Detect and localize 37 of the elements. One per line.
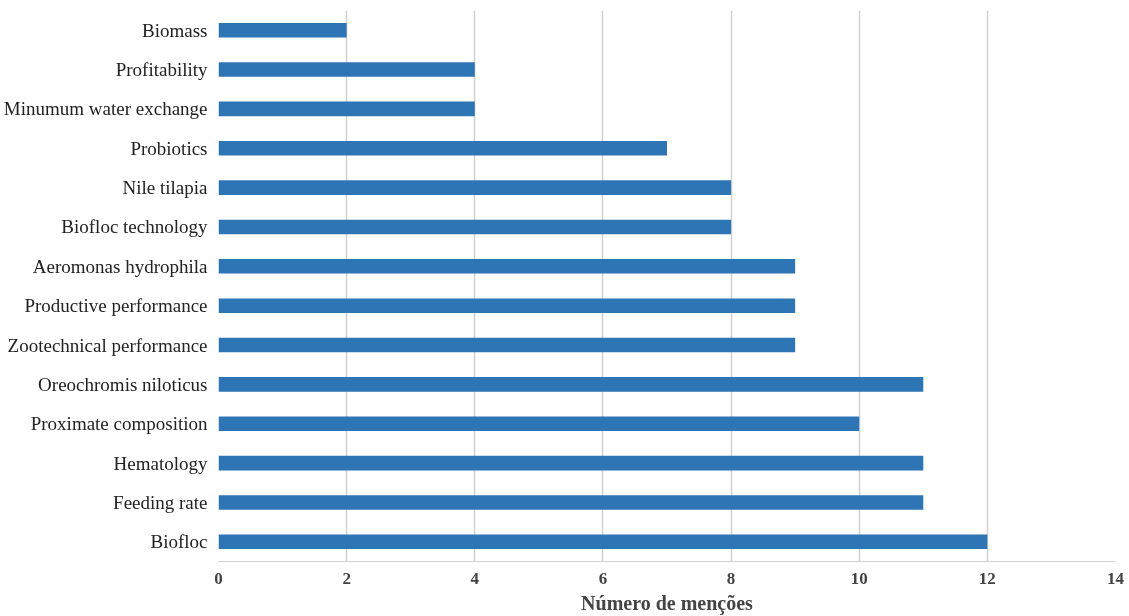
y-tick-label: Nile tilapia	[122, 177, 209, 199]
bar	[218, 377, 924, 392]
y-tick-label: Proximate composition	[30, 413, 208, 435]
bar	[218, 101, 475, 117]
y-tick-label: Zootechnical performance	[7, 334, 208, 356]
bar	[218, 455, 924, 471]
y-tick-label: Minumum water exchange	[3, 98, 208, 120]
x-tick-label: 12	[978, 568, 996, 588]
y-tick-label: Biofloc	[150, 531, 208, 553]
y-tick-label: Biofloc technology	[61, 216, 208, 238]
bar	[218, 180, 732, 195]
y-tick-label: Feeding rate	[113, 491, 208, 513]
bar	[218, 495, 924, 510]
bar	[218, 337, 796, 353]
y-tick-label: Aeromonas hydrophila	[32, 255, 209, 277]
x-tick-label: 0	[214, 568, 223, 588]
bar	[218, 140, 667, 156]
x-tick-label: 6	[598, 568, 608, 588]
x-tick-label: 8	[726, 568, 736, 588]
y-tick-label: Probiotics	[130, 137, 208, 159]
y-tick-label: Oreochromis niloticus	[38, 373, 208, 395]
x-tick-label: 4	[470, 568, 480, 588]
bar	[218, 219, 732, 235]
bar	[218, 534, 988, 550]
x-tick-label: 10	[850, 568, 868, 588]
y-tick-label: Productive performance	[24, 295, 208, 317]
bar	[218, 298, 796, 313]
bar	[218, 416, 860, 432]
y-tick-label: Hematology	[113, 452, 208, 474]
x-tick-label: 2	[342, 568, 351, 588]
bar	[218, 62, 475, 77]
y-tick-label: Biomass	[142, 19, 208, 41]
x-axis-title: Número de menções	[581, 591, 754, 615]
bar	[218, 22, 347, 38]
x-tick-label: 14	[1107, 568, 1125, 588]
y-tick-label: Profitability	[115, 59, 208, 81]
bar	[218, 259, 796, 274]
